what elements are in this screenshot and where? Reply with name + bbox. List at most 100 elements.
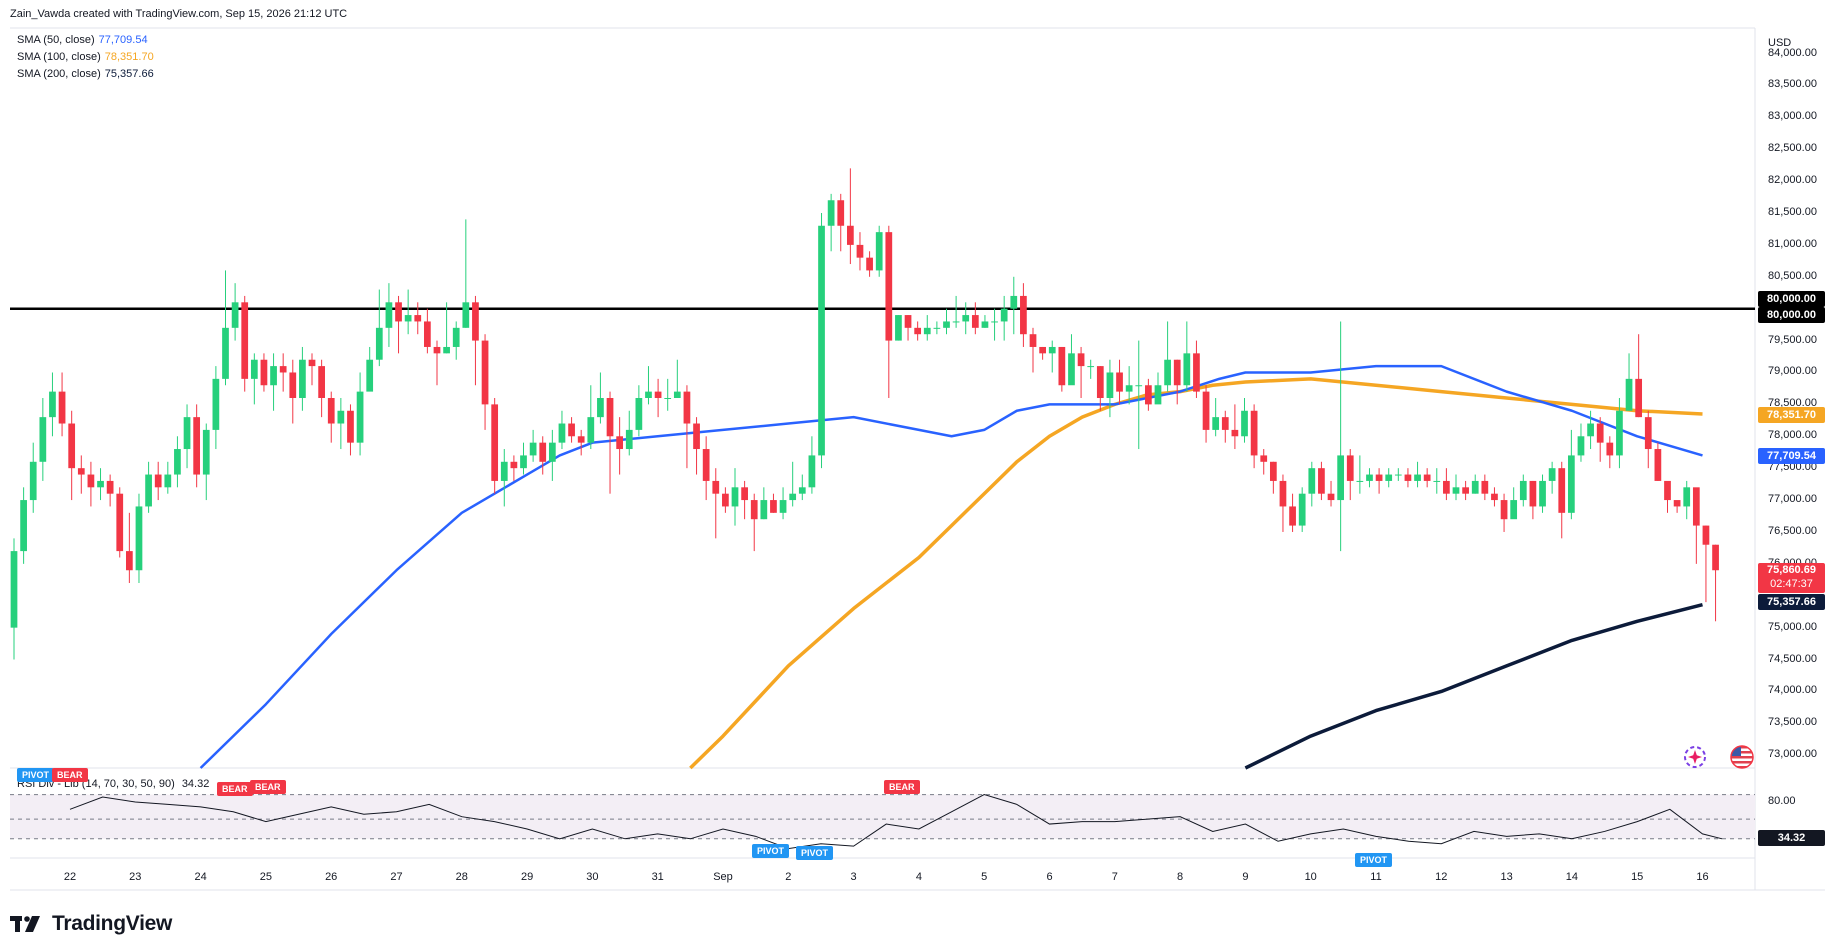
candle: [145, 461, 152, 513]
candle-body: [539, 442, 547, 462]
candle-body: [1145, 385, 1152, 405]
date-axis-label: 28: [455, 871, 468, 883]
candle: [1529, 480, 1537, 520]
sparkle-icon[interactable]: [1682, 744, 1708, 775]
candle: [625, 410, 633, 456]
candle-body: [462, 302, 470, 328]
candle: [856, 232, 864, 271]
candle: [337, 398, 345, 450]
candle-body: [1279, 480, 1287, 507]
candle-body: [260, 359, 268, 386]
price-axis-label: 78,000.00: [1768, 429, 1817, 442]
candle-body: [135, 506, 143, 571]
candle: [702, 436, 710, 501]
us-flag-icon[interactable]: [1729, 744, 1755, 775]
candle-body: [1577, 436, 1585, 456]
candle-body: [10, 551, 18, 628]
candle: [683, 385, 691, 469]
candle: [1269, 461, 1277, 494]
candle-body: [1068, 353, 1075, 386]
candle: [1673, 500, 1681, 513]
candle-body: [1635, 378, 1643, 418]
candle-body: [702, 449, 710, 481]
candles: [10, 168, 1719, 660]
candle: [529, 429, 537, 462]
candle: [885, 225, 893, 398]
candle-body: [827, 200, 835, 226]
candle-body: [1356, 480, 1364, 482]
candle: [1087, 359, 1095, 379]
candle: [1539, 474, 1546, 513]
candle-body: [1202, 391, 1210, 430]
candle-body: [385, 302, 393, 328]
sma50-tag: 77,709.54: [1758, 448, 1825, 464]
candle: [789, 461, 797, 507]
rsi-band-fill: [10, 794, 1755, 839]
legend-sma50[interactable]: SMA (50, close) 77,709.54: [17, 34, 148, 46]
candle: [654, 378, 662, 418]
candle: [1096, 366, 1104, 411]
currency-label[interactable]: USD: [1768, 37, 1792, 49]
candle: [760, 487, 768, 520]
candle: [616, 417, 624, 475]
candle: [404, 289, 412, 335]
candle: [1077, 346, 1085, 398]
candle-body: [808, 455, 816, 488]
candle: [1231, 404, 1239, 450]
candle-body: [1231, 429, 1239, 437]
candle: [356, 372, 364, 456]
candle-body: [1539, 480, 1546, 507]
rsi-marker-bear: BEAR: [250, 780, 286, 794]
candle: [981, 315, 989, 328]
price-axis-label: 78,500.00: [1768, 397, 1817, 410]
candle: [1471, 474, 1479, 494]
candle-body: [68, 423, 76, 469]
candle: [270, 353, 277, 411]
countdown-value: 02:47:37: [1770, 578, 1813, 590]
candle-body: [798, 487, 806, 494]
candle-body: [1269, 461, 1277, 481]
candle: [943, 308, 950, 335]
tradingview-logo-text: TradingView: [52, 912, 173, 935]
candle: [750, 493, 758, 552]
tradingview-logo[interactable]: TradingView: [10, 912, 172, 936]
candle: [500, 449, 508, 507]
candle-body: [491, 404, 499, 481]
candle: [770, 493, 777, 513]
price-axis-label: 83,000.00: [1768, 110, 1817, 123]
candle-body: [577, 436, 585, 443]
candle: [895, 315, 902, 341]
legend-sma200[interactable]: SMA (200, close) 75,357.66: [17, 68, 154, 80]
candle: [779, 487, 787, 520]
candle: [962, 302, 970, 335]
level-tag-a: 80,000.00: [1758, 291, 1825, 307]
price-axis-label: 82,500.00: [1768, 142, 1817, 155]
candle-body: [424, 321, 431, 347]
rsi-line: [69, 794, 1723, 850]
candle-body: [452, 327, 460, 347]
candle: [433, 340, 441, 386]
candle: [606, 391, 614, 494]
candle: [1193, 340, 1200, 398]
candle: [1154, 372, 1162, 405]
candle: [20, 487, 27, 564]
candle-body: [1183, 353, 1191, 386]
candle-body: [952, 321, 960, 323]
candle-body: [1308, 468, 1316, 494]
candle: [1443, 468, 1450, 501]
candle: [1010, 276, 1018, 335]
candle-body: [366, 359, 374, 392]
candle-body: [1692, 487, 1700, 526]
candle: [385, 283, 393, 347]
candle-body: [289, 372, 297, 398]
candle-body: [1241, 410, 1248, 437]
candle: [1500, 493, 1508, 532]
candle: [327, 391, 335, 443]
price-axis-label: 79,500.00: [1768, 333, 1817, 346]
legend-sma100-value: 78,351.70: [104, 51, 154, 63]
candle-body: [866, 257, 873, 271]
candle-body: [20, 500, 27, 552]
candle-body: [1462, 487, 1469, 494]
legend-sma100[interactable]: SMA (100, close) 78,351.70: [17, 51, 154, 63]
